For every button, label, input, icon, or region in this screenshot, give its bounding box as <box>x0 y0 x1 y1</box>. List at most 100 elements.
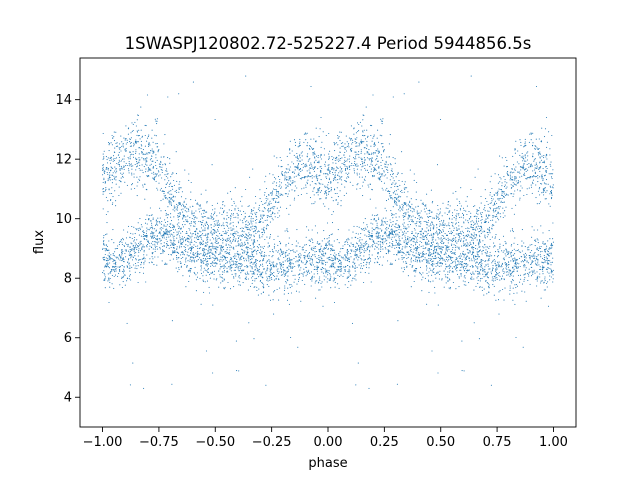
data-point <box>247 255 249 257</box>
data-point <box>145 218 147 221</box>
data-point <box>328 166 330 168</box>
data-point <box>407 211 409 213</box>
data-point <box>398 258 400 260</box>
data-point <box>309 158 311 160</box>
data-point <box>205 233 207 235</box>
data-point <box>225 232 227 234</box>
data-point <box>233 228 235 230</box>
data-point <box>543 194 545 196</box>
data-point <box>306 144 308 146</box>
data-point <box>284 260 286 262</box>
data-point <box>108 252 110 254</box>
data-point <box>520 141 522 143</box>
data-point <box>286 259 288 261</box>
data-point <box>287 185 289 187</box>
data-point <box>376 256 379 258</box>
data-point <box>383 170 385 172</box>
data-point <box>264 208 266 210</box>
data-point <box>297 280 300 282</box>
data-point <box>299 143 301 145</box>
data-point <box>444 233 446 235</box>
data-point <box>463 268 465 270</box>
data-point <box>286 229 288 231</box>
data-point <box>428 252 430 254</box>
data-point <box>551 177 553 180</box>
data-point <box>398 236 400 238</box>
data-point <box>455 191 457 193</box>
data-point <box>156 245 158 248</box>
data-point <box>177 225 179 227</box>
data-point <box>179 237 181 239</box>
data-point <box>440 248 442 250</box>
data-point <box>396 229 398 232</box>
data-point <box>188 208 190 211</box>
data-point <box>132 151 134 153</box>
data-point <box>399 205 401 207</box>
data-point <box>229 246 231 249</box>
data-point <box>300 257 302 259</box>
data-point <box>411 231 413 233</box>
data-point <box>425 207 427 209</box>
data-point <box>251 248 253 250</box>
data-point <box>491 279 493 281</box>
data-point <box>368 258 370 260</box>
data-point <box>543 289 545 291</box>
data-point <box>488 247 490 249</box>
data-point <box>249 285 252 287</box>
data-point <box>382 239 384 241</box>
data-point <box>410 244 412 246</box>
data-point <box>433 250 435 252</box>
data-point <box>170 176 172 178</box>
data-point <box>273 313 275 315</box>
data-point <box>376 226 378 228</box>
data-point <box>363 248 366 250</box>
data-point <box>364 167 366 170</box>
data-point <box>441 234 443 237</box>
data-point <box>192 256 194 258</box>
data-point <box>298 277 300 279</box>
data-point <box>161 235 164 237</box>
data-point <box>394 158 396 160</box>
data-point <box>356 254 358 256</box>
data-point <box>289 152 291 154</box>
data-point <box>524 246 526 248</box>
data-point <box>356 137 358 139</box>
data-point <box>309 184 311 186</box>
data-point <box>227 261 229 263</box>
data-point <box>186 237 188 239</box>
data-point <box>388 143 390 145</box>
data-point <box>127 261 129 263</box>
data-point <box>240 239 242 241</box>
data-point <box>383 241 385 243</box>
data-point <box>248 205 250 207</box>
data-point <box>279 262 281 264</box>
data-point <box>370 218 372 221</box>
data-point <box>190 237 192 239</box>
data-point <box>323 230 325 232</box>
data-point <box>130 165 132 167</box>
data-point <box>200 259 202 261</box>
data-point <box>361 125 363 127</box>
data-point <box>225 252 227 254</box>
data-point <box>288 268 290 270</box>
data-point <box>160 169 162 171</box>
data-point <box>127 225 130 227</box>
data-point <box>460 239 462 241</box>
data-point <box>145 168 147 170</box>
data-point <box>464 274 466 277</box>
data-point <box>323 247 325 249</box>
data-point <box>272 174 274 176</box>
data-point <box>366 136 369 138</box>
data-point <box>551 245 553 247</box>
data-point <box>218 224 220 226</box>
data-point <box>169 233 171 235</box>
data-point <box>486 228 489 230</box>
data-point <box>497 263 499 265</box>
data-point <box>427 216 429 218</box>
data-point <box>223 210 225 212</box>
data-point <box>113 131 115 133</box>
data-point <box>444 223 446 225</box>
data-point <box>233 200 235 203</box>
data-point <box>346 260 348 262</box>
data-point <box>389 195 391 197</box>
